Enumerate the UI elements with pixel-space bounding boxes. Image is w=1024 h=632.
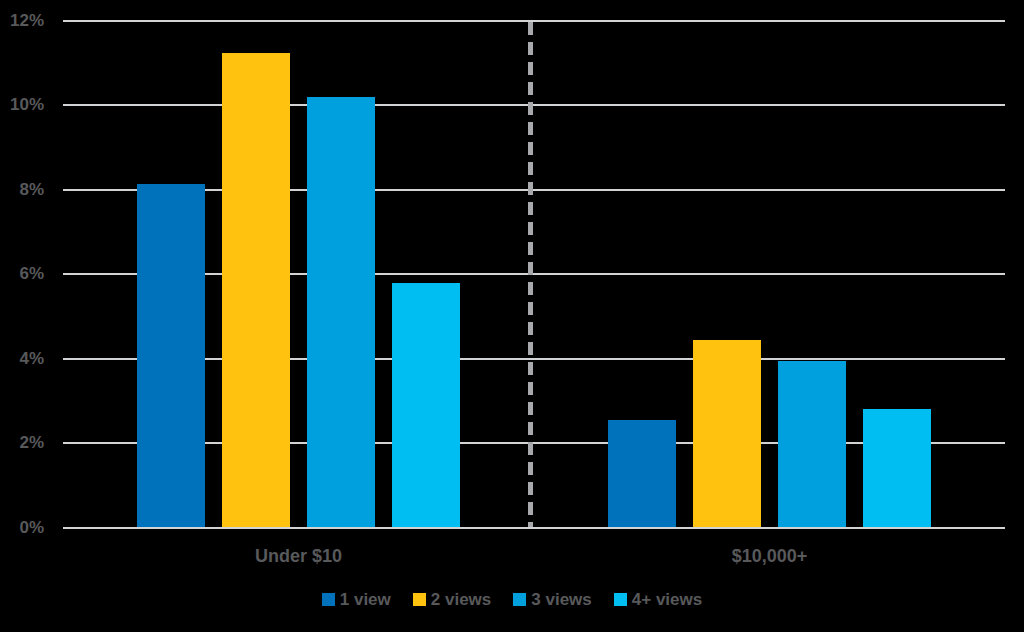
bar-chart: 0% 2% 4% 6% 8% 10% 12% Under $10 $10,000+ 1 vie…	[0, 0, 1024, 632]
gridline-12%	[63, 20, 1005, 22]
legend-item-1 view: 1 view	[322, 592, 391, 607]
legend: 1 view 2 views 3 views 4+ views	[0, 592, 1024, 607]
y-tick-label-4%: 4%	[0, 349, 44, 369]
legend-swatch-icon	[322, 593, 335, 606]
legend-label: 4+ views	[632, 592, 702, 607]
legend-item-3 views: 3 views	[513, 592, 592, 607]
legend-label: 2 views	[431, 592, 492, 607]
bar-Under $10-4+ views	[392, 283, 460, 529]
bar-$10,000+-2 views	[693, 340, 761, 529]
y-tick-label-2%: 2%	[0, 433, 44, 453]
bar-Under $10-1 view	[137, 184, 205, 529]
legend-swatch-icon	[413, 593, 426, 606]
legend-swatch-icon	[614, 593, 627, 606]
legend-item-4+ views: 4+ views	[614, 592, 702, 607]
gridline-10%	[63, 104, 1005, 106]
category-separator-dashed-line	[528, 22, 533, 527]
y-tick-label-8%: 8%	[0, 180, 44, 200]
y-tick-label-12%: 12%	[0, 11, 44, 31]
y-tick-label-10%: 10%	[0, 95, 44, 115]
bar-Under $10-2 views	[222, 53, 290, 529]
bar-$10,000+-4+ views	[863, 409, 931, 529]
legend-swatch-icon	[513, 593, 526, 606]
bar-$10,000+-1 view	[608, 420, 676, 529]
legend-label: 3 views	[531, 592, 592, 607]
y-tick-label-0%: 0%	[0, 518, 44, 538]
x-category-label: $10,000+	[732, 546, 808, 567]
x-axis-baseline	[63, 527, 1005, 530]
legend-item-2 views: 2 views	[413, 592, 492, 607]
bar-Under $10-3 views	[307, 97, 375, 529]
bar-$10,000+-3 views	[778, 361, 846, 529]
legend-label: 1 view	[340, 592, 391, 607]
x-category-label: Under $10	[255, 546, 342, 567]
y-tick-label-6%: 6%	[0, 264, 44, 284]
